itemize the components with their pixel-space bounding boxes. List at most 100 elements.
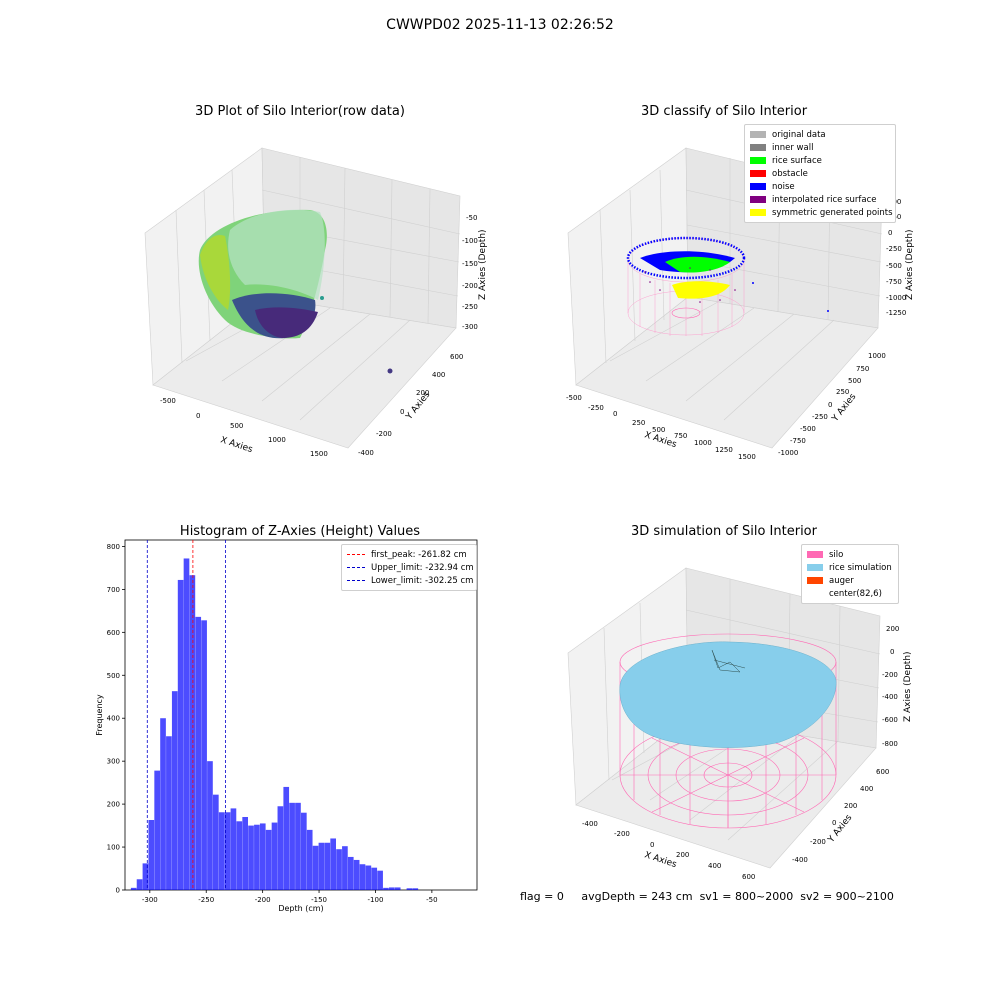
- sv2-text: sv2 = 900~2100: [800, 890, 894, 903]
- legend-line: [347, 554, 365, 555]
- svg-text:-1250: -1250: [886, 309, 906, 317]
- histogram-bar: [365, 865, 372, 890]
- legend-swatch: [750, 196, 766, 203]
- histogram-bar: [236, 821, 243, 890]
- histogram-title: Histogram of Z-Axies (Height) Values: [179, 524, 421, 539]
- legend-label: rice simulation: [829, 562, 892, 573]
- svg-text:-300: -300: [462, 323, 478, 331]
- svg-text:1500: 1500: [310, 450, 328, 458]
- svg-text:1000: 1000: [268, 436, 286, 444]
- histogram-bar: [259, 823, 266, 890]
- svg-text:-100: -100: [462, 237, 478, 245]
- histogram-bar: [330, 838, 336, 890]
- x-tick-label: -250: [198, 896, 214, 904]
- x-tick-label: -150: [311, 896, 327, 904]
- histogram-bar: [254, 824, 260, 890]
- legend-item: auger: [807, 574, 893, 587]
- legend-line: [347, 567, 365, 568]
- classify-plot-title: 3D classify of Silo Interior: [640, 104, 808, 119]
- svg-text:0: 0: [650, 841, 654, 849]
- raw-3d-zaxis: -50 -100 -150 -200 -250 -300 Z Axies (De…: [462, 214, 488, 331]
- histogram-bar: [201, 620, 207, 890]
- avg-depth-text: avgDepth = 243 cm: [581, 890, 693, 903]
- legend-label: obstacle: [772, 168, 808, 179]
- histogram-bar: [271, 822, 278, 890]
- y-tick-label: 500: [107, 672, 120, 680]
- svg-text:-500: -500: [800, 425, 816, 433]
- svg-text:-1000: -1000: [778, 449, 798, 457]
- histogram-bar: [389, 887, 395, 890]
- y-tick-label: 600: [107, 629, 120, 637]
- svg-text:1500: 1500: [738, 453, 756, 461]
- svg-text:-500: -500: [886, 262, 902, 270]
- histogram-bar: [248, 825, 254, 890]
- simulation-y-axis-label: Y Axies: [826, 813, 855, 846]
- svg-text:-250: -250: [886, 245, 902, 253]
- svg-text:400: 400: [860, 785, 873, 793]
- svg-text:0: 0: [400, 408, 404, 416]
- histogram-bar: [383, 887, 389, 890]
- histogram-bar: [318, 842, 325, 890]
- legend-item: rice surface: [750, 154, 890, 167]
- histogram-bar: [213, 794, 219, 890]
- histogram-bar: [306, 829, 313, 890]
- page-title: CWWPD02 2025-11-13 02:26:52: [386, 17, 614, 33]
- legend-label: symmetric generated points: [772, 207, 893, 218]
- y-tick-label: 400: [107, 715, 120, 723]
- svg-text:-200: -200: [810, 838, 826, 846]
- legend-item: rice simulation: [807, 561, 893, 574]
- legend-label: Upper_limit: -232.94 cm: [371, 562, 474, 573]
- legend-label: noise: [772, 181, 795, 192]
- svg-text:0: 0: [196, 412, 200, 420]
- histogram-bar: [195, 616, 202, 890]
- histogram-bar: [406, 888, 413, 890]
- classify-legend: original data inner wall rice surface ob…: [744, 124, 896, 223]
- svg-text:500: 500: [230, 422, 243, 430]
- raw-z-axis-label: Z Axies (Depth): [478, 229, 488, 300]
- legend-item: Lower_limit: -302.25 cm: [347, 574, 474, 587]
- svg-text:-150: -150: [462, 260, 478, 268]
- legend-label: first_peak: -261.82 cm: [371, 549, 467, 560]
- svg-text:0: 0: [888, 229, 892, 237]
- svg-text:0: 0: [613, 410, 617, 418]
- legend-label: rice surface: [772, 155, 822, 166]
- legend-label: inner wall: [772, 142, 814, 153]
- legend-item: symmetric generated points: [750, 206, 893, 219]
- legend-item: interpolated rice surface: [750, 193, 890, 206]
- histogram-bar: [359, 864, 366, 890]
- histogram-legend: first_peak: -261.82 cm Upper_limit: -232…: [341, 544, 477, 591]
- raw-3d-points: [198, 209, 393, 374]
- histogram-bar: [347, 856, 354, 890]
- silo-wireframe: [619, 633, 837, 829]
- legend-swatch: [750, 183, 766, 190]
- svg-text:0: 0: [890, 648, 894, 656]
- simulation-x-axis-label: X Axies: [643, 850, 678, 870]
- histogram-bar: [177, 579, 184, 890]
- svg-text:750: 750: [856, 365, 869, 373]
- histogram-bar: [130, 887, 137, 890]
- y-tick-label: 300: [107, 758, 120, 766]
- histogram-bar: [160, 718, 166, 890]
- legend-item: first_peak: -261.82 cm: [347, 548, 471, 561]
- classify-3d-points: [626, 236, 829, 336]
- legend-swatch: [807, 590, 823, 597]
- histogram-bar: [412, 888, 419, 890]
- svg-text:0: 0: [832, 819, 836, 827]
- sv1-text: sv1 = 800~2000: [699, 890, 794, 903]
- legend-label: Lower_limit: -302.25 cm: [371, 575, 474, 586]
- histogram-bar: [148, 820, 155, 890]
- svg-text:200: 200: [676, 851, 689, 859]
- svg-text:-800: -800: [882, 740, 898, 748]
- x-tick-label: -200: [255, 896, 271, 904]
- legend-item: noise: [750, 180, 890, 193]
- legend-item: center(82,6): [807, 587, 893, 600]
- histogram-bar: [324, 842, 331, 890]
- svg-text:-50: -50: [466, 214, 477, 222]
- legend-swatch: [750, 144, 766, 151]
- legend-item: Upper_limit: -232.94 cm: [347, 561, 474, 574]
- auger-lines: [711, 649, 746, 673]
- histogram-bar: [189, 575, 196, 890]
- raw-plot-title: 3D Plot of Silo Interior(row data): [195, 104, 405, 119]
